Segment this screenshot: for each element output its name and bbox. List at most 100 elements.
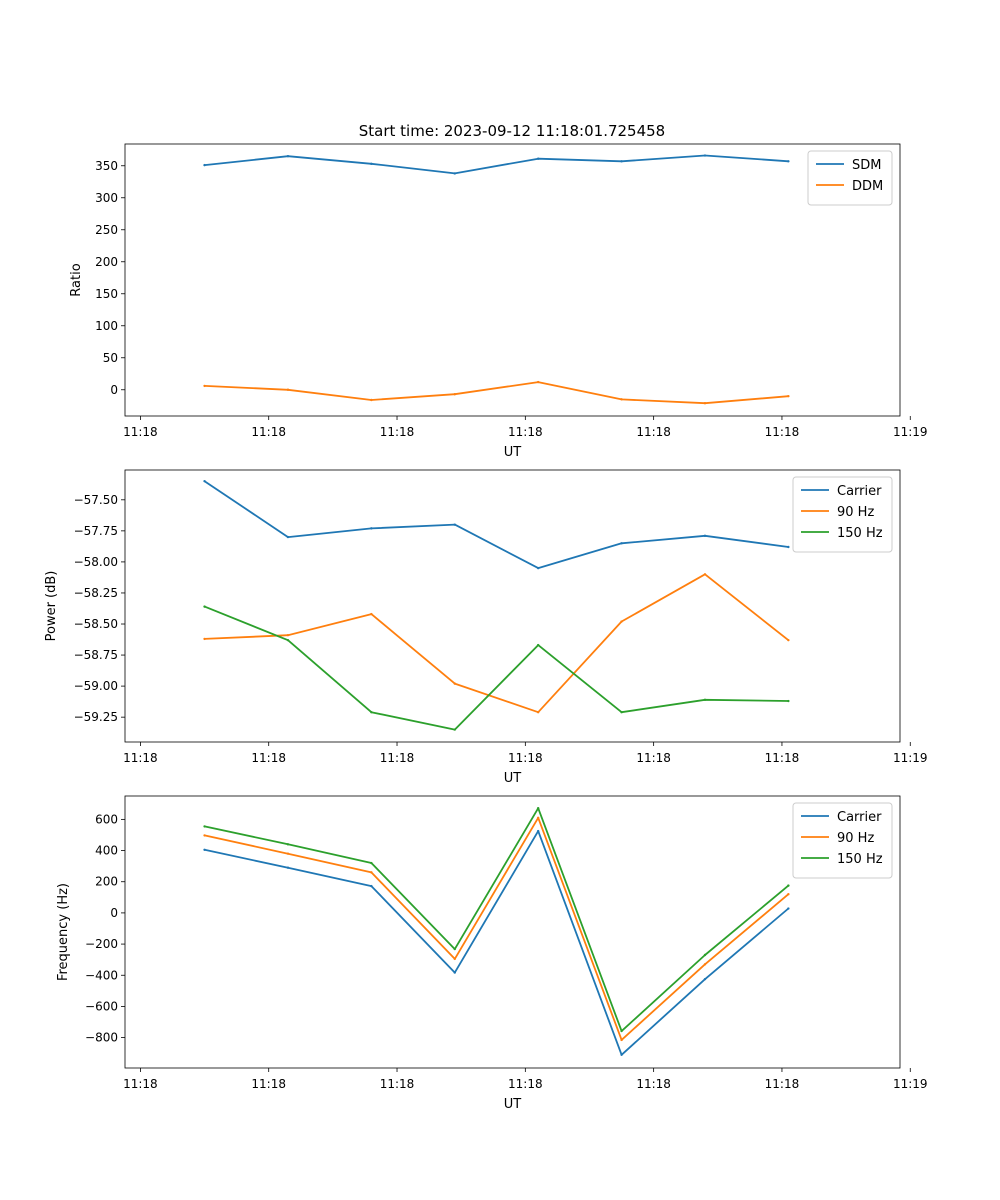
data-point-ddm: [703, 402, 707, 405]
data-point-carrier: [703, 977, 707, 981]
data-point-carrier: [203, 848, 206, 851]
data-point-150-hz: [620, 710, 623, 714]
x-axis-label: UT: [504, 445, 522, 460]
legend-label-90-hz: 90 Hz: [837, 831, 874, 846]
plot-frame: [124, 143, 901, 417]
data-point-150-hz: [286, 843, 290, 846]
x-axis-label: UT: [504, 1097, 522, 1112]
y-tick-label: 200: [95, 255, 118, 269]
data-point-sdm: [453, 172, 456, 175]
data-point-sdm: [286, 154, 290, 158]
x-tick-label: 11:18: [636, 751, 671, 765]
y-tick-label: −200: [85, 937, 118, 951]
y-tick-label: −58.00: [74, 555, 118, 569]
data-point-90-hz: [703, 963, 707, 966]
data-point-ddm: [453, 393, 456, 396]
data-point-150-hz: [370, 710, 373, 714]
data-point-carrier: [286, 535, 290, 539]
y-axis-label: Frequency (Hz): [56, 883, 71, 981]
data-point-carrier: [370, 884, 373, 888]
data-point-90-hz: [203, 834, 206, 837]
data-point-90-hz: [703, 573, 707, 576]
data-point-sdm: [370, 162, 373, 166]
x-tick-label: 11:18: [636, 1077, 671, 1091]
plot-frame: [124, 469, 901, 743]
x-tick-label: 11:18: [380, 425, 415, 439]
plot-frame: [124, 795, 901, 1069]
y-tick-label: 350: [95, 159, 118, 173]
y-tick-label: 250: [95, 223, 118, 237]
data-point-sdm: [787, 160, 790, 163]
x-tick-label: 11:18: [123, 425, 158, 439]
y-tick-label: 50: [103, 351, 118, 365]
data-point-90-hz: [787, 638, 790, 642]
data-point-sdm: [703, 154, 707, 157]
data-point-carrier: [286, 866, 290, 869]
ratio-panel: 11:18 11:18 11:18 11:18 11:18 11:18 11:19 0 50 10…: [69, 143, 928, 460]
data-point-150-hz: [703, 698, 707, 701]
series-line-150-hz: [204, 807, 789, 1032]
x-tick-label: 11:19: [893, 751, 928, 765]
y-tick-label: 300: [95, 191, 118, 205]
y-axis-label: Power (dB): [44, 571, 59, 642]
data-point-carrier: [203, 479, 206, 483]
y-tick-label: −58.50: [74, 617, 118, 631]
data-point-90-hz: [370, 612, 373, 616]
y-tick-label: −57.50: [74, 493, 118, 507]
data-point-carrier: [453, 971, 456, 974]
data-point-ddm: [370, 398, 373, 402]
x-axis-label: UT: [504, 771, 522, 786]
x-tick-label: 11:18: [380, 751, 415, 765]
figure-title: Start time: 2023-09-12 11:18:01.725458: [359, 122, 665, 140]
data-point-sdm: [536, 157, 540, 160]
legend-label-sdm: SDM: [852, 158, 881, 173]
data-point-carrier: [536, 829, 540, 833]
power-panel: 11:18 11:18 11:18 11:18 11:18 11:18 11:19 −59.2…: [44, 469, 928, 786]
x-tick-label: 11:18: [508, 751, 543, 765]
data-point-150-hz: [703, 953, 707, 957]
data-point-90-hz: [620, 1038, 623, 1042]
x-tick-label: 11:18: [251, 1077, 286, 1091]
y-tick-label: −800: [85, 1031, 118, 1045]
x-tick-label: 11:18: [765, 425, 800, 439]
data-point-carrier: [620, 1053, 623, 1056]
x-tick-label: 11:18: [380, 1077, 415, 1091]
data-point-sdm: [203, 163, 206, 167]
y-tick-label: 600: [95, 812, 118, 826]
y-tick-label: −58.25: [74, 586, 118, 600]
legend-label-ddm: DDM: [852, 179, 883, 194]
legend-label-150-hz: 150 Hz: [837, 526, 883, 541]
y-tick-label: 100: [95, 319, 118, 333]
data-point-carrier: [787, 545, 790, 549]
data-point-150-hz: [620, 1029, 623, 1033]
legend-label-carrier: Carrier: [837, 484, 882, 499]
frequency-panel: 11:18 11:18 11:18 11:18 11:18 11:18 11:19 −800 −…: [56, 795, 928, 1112]
data-point-150-hz: [453, 728, 456, 731]
data-point-150-hz: [536, 643, 540, 647]
y-axis-label: Ratio: [69, 263, 84, 296]
data-point-90-hz: [620, 620, 623, 623]
x-tick-label: 11:18: [508, 1077, 543, 1091]
data-point-carrier: [453, 523, 456, 526]
x-tick-label: 11:18: [123, 1077, 158, 1091]
x-tick-label: 11:19: [893, 425, 928, 439]
y-tick-label: 200: [95, 875, 118, 889]
x-tick-label: 11:18: [508, 425, 543, 439]
x-tick-label: 11:18: [765, 751, 800, 765]
data-point-90-hz: [453, 682, 456, 685]
x-tick-label: 11:18: [123, 751, 158, 765]
data-point-sdm: [620, 160, 623, 163]
data-point-ddm: [536, 380, 540, 384]
data-point-carrier: [620, 542, 623, 545]
data-point-150-hz: [286, 638, 290, 642]
y-tick-label: −600: [85, 999, 118, 1013]
y-tick-label: −59.00: [74, 679, 118, 693]
data-point-90-hz: [453, 957, 456, 961]
y-tick-label: 400: [95, 844, 118, 858]
x-tick-label: 11:18: [251, 751, 286, 765]
data-point-90-hz: [370, 871, 373, 874]
data-point-carrier: [370, 527, 373, 530]
data-point-150-hz: [787, 699, 790, 703]
y-tick-label: 0: [110, 906, 118, 920]
